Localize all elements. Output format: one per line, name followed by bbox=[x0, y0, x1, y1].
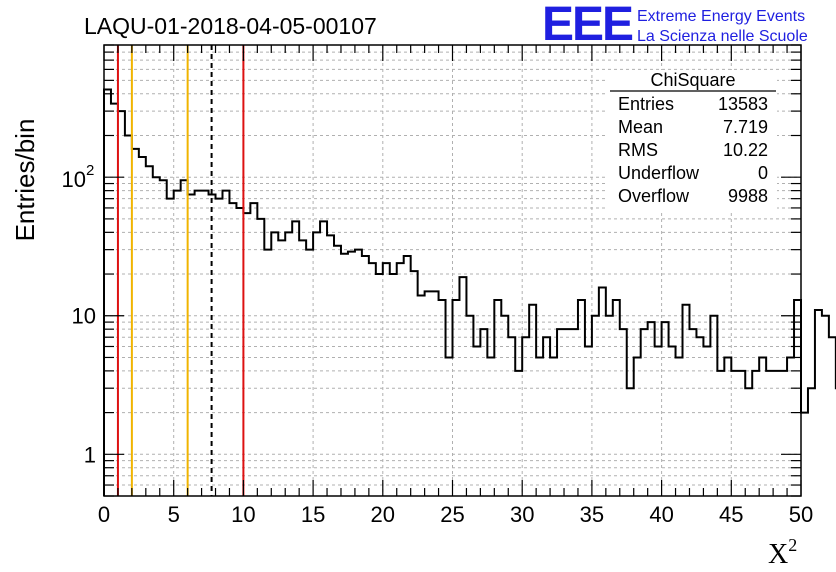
stats-box: ChiSquare Entries 13583 Mean 7.719 RMS 1… bbox=[607, 70, 777, 210]
run-title: LAQU-01-2018-04-05-00107 bbox=[84, 13, 377, 39]
stat-label-underflow: Underflow bbox=[618, 163, 700, 183]
histogram-outline bbox=[103, 88, 836, 496]
logo-line-1: Extreme Energy Events bbox=[637, 8, 805, 25]
y-tick-label: 10 bbox=[62, 167, 86, 192]
y-tick-label: 1 bbox=[84, 442, 96, 467]
stat-value-entries: 13583 bbox=[718, 94, 768, 114]
x-tick-label: 25 bbox=[440, 502, 464, 527]
x-tick-label: 50 bbox=[789, 502, 813, 527]
stat-value-mean: 7.719 bbox=[723, 117, 768, 137]
x-tick-label: 45 bbox=[719, 502, 743, 527]
x-tick-label: 15 bbox=[301, 502, 325, 527]
x-tick-label: 40 bbox=[649, 502, 673, 527]
logo-line-2: La Scienza nelle Scuole bbox=[637, 28, 808, 45]
x-tick-label: 10 bbox=[231, 502, 255, 527]
y-tick-label-exponent: 2 bbox=[86, 162, 94, 179]
stat-value-underflow: 0 bbox=[758, 163, 768, 183]
x-tick-label: 20 bbox=[371, 502, 395, 527]
stat-label-entries: Entries bbox=[618, 94, 674, 114]
x-tick-label: 5 bbox=[168, 502, 180, 527]
x-tick-label: 0 bbox=[98, 502, 110, 527]
stat-label-overflow: Overflow bbox=[618, 186, 690, 206]
cut-lines bbox=[116, 45, 245, 496]
logo-text: EEE bbox=[542, 0, 633, 51]
stat-value-rms: 10.22 bbox=[723, 140, 768, 160]
x-axis-label: X2 bbox=[768, 535, 797, 570]
y-tick-label: 10 bbox=[72, 304, 96, 329]
stats-box-title: ChiSquare bbox=[650, 70, 735, 90]
stat-label-mean: Mean bbox=[618, 117, 663, 137]
y-axis-label: Entries/bin bbox=[10, 119, 40, 242]
stat-label-rms: RMS bbox=[618, 140, 658, 160]
x-tick-label: 30 bbox=[510, 502, 534, 527]
stats-box-background bbox=[607, 70, 777, 210]
eee-logo: EEE Extreme Energy Events La Scienza nel… bbox=[542, 0, 808, 51]
x-tick-label: 35 bbox=[580, 502, 604, 527]
histogram-bars bbox=[103, 88, 836, 496]
stat-value-overflow: 9988 bbox=[728, 186, 768, 206]
